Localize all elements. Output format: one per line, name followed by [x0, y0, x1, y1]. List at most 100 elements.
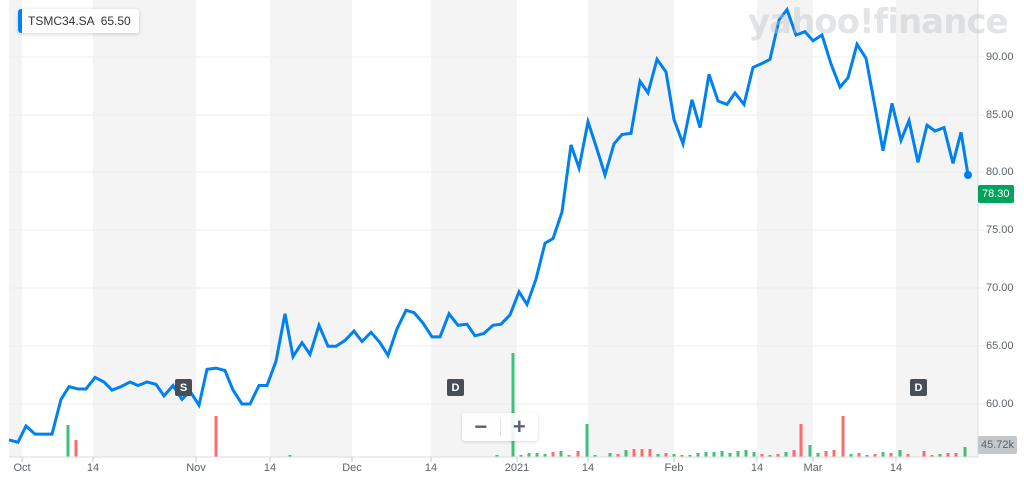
- volume-bar: [559, 451, 563, 457]
- volume-bar: [585, 424, 589, 457]
- week-band: [896, 0, 978, 457]
- yahoo-finance-watermark: yahoo!finance: [748, 2, 1009, 42]
- zoom-controls: − +: [462, 413, 538, 441]
- y-axis-label: 85.00: [986, 109, 1014, 121]
- volume-bar: [736, 451, 740, 457]
- volume-bar: [841, 416, 845, 457]
- volume-bars: [66, 353, 967, 457]
- x-axis-label: 14: [750, 462, 764, 474]
- volume-bar: [792, 450, 796, 457]
- volume-bar: [946, 453, 950, 457]
- volume-bar: [752, 452, 756, 457]
- volume-bar: [712, 452, 716, 457]
- x-axis-label: 14: [889, 462, 903, 474]
- volume-bar: [672, 454, 676, 457]
- volume-bar: [922, 451, 926, 457]
- volume-bar: [704, 452, 708, 457]
- split-marker[interactable]: S: [175, 379, 192, 396]
- legend-symbol-value: 65.50: [100, 14, 131, 28]
- volume-bar: [857, 453, 861, 457]
- volume-bar: [938, 454, 942, 457]
- volume-bar: [214, 416, 218, 457]
- volume-bar: [567, 455, 571, 457]
- volume-bar: [760, 454, 764, 457]
- volume-bar: [865, 455, 869, 457]
- zoom-out-button[interactable]: −: [474, 414, 488, 439]
- x-axis-label: 14: [86, 462, 100, 474]
- dividend-marker[interactable]: D: [447, 379, 464, 396]
- gridlines: [9, 56, 984, 405]
- volume-bar: [849, 454, 853, 457]
- volume-bar: [954, 453, 958, 457]
- volume-bar: [768, 455, 772, 457]
- volume-bar: [832, 450, 836, 457]
- volume-bar: [744, 450, 748, 457]
- volume-bar: [535, 453, 539, 457]
- volume-bar: [648, 449, 652, 457]
- week-band: [9, 0, 22, 457]
- volume-bar: [963, 447, 967, 457]
- price-line[interactable]: [8, 6, 970, 444]
- volume-bar: [824, 451, 828, 457]
- x-axis-label: Nov: [186, 462, 206, 474]
- volume-bar: [66, 425, 70, 457]
- volume-bar: [889, 453, 893, 457]
- y-axis-label: 70.00: [986, 282, 1014, 294]
- y-axis-label: 90.00: [986, 51, 1014, 63]
- volume-bar: [511, 353, 515, 457]
- week-band: [757, 0, 813, 457]
- y-axis-label: 80.00: [986, 166, 1014, 178]
- volume-bar: [543, 454, 547, 457]
- x-axis-label: 14: [424, 462, 438, 474]
- week-band: [588, 0, 674, 457]
- legend-symbol[interactable]: TSMC34.SA 65.50: [18, 9, 139, 33]
- dividend-marker[interactable]: D: [910, 379, 927, 396]
- volume-bar: [640, 449, 644, 457]
- week-band: [431, 0, 517, 457]
- current-volume-tag: 45.72k: [978, 436, 1018, 454]
- volume-bar: [608, 453, 612, 457]
- volume-bar: [616, 454, 620, 457]
- volume-bar: [784, 452, 788, 457]
- volume-bar: [688, 455, 692, 457]
- volume-bar: [624, 450, 628, 457]
- volume-bar: [680, 455, 684, 457]
- volume-bar: [808, 445, 812, 457]
- volume-bar: [527, 453, 531, 457]
- zoom-separator: [499, 418, 501, 436]
- volume-bar: [799, 424, 803, 457]
- volume-bar: [632, 449, 636, 457]
- volume-bar: [519, 455, 523, 457]
- x-axis-label: Mar: [803, 462, 823, 474]
- volume-bar: [906, 454, 910, 457]
- y-axis-label: 75.00: [986, 224, 1014, 236]
- zoom-in-button[interactable]: +: [512, 414, 526, 439]
- volume-bar: [696, 453, 700, 457]
- week-band: [270, 0, 352, 457]
- y-axis-label: 60.00: [986, 398, 1014, 410]
- volume-bar: [728, 453, 732, 457]
- x-axis-ticks: [21, 457, 897, 462]
- legend-symbol-name: TSMC34.SA: [28, 14, 95, 28]
- current-price-tag: 78.30: [978, 185, 1014, 203]
- volume-bar: [776, 454, 780, 457]
- volume-bar: [816, 453, 820, 457]
- volume-bar: [720, 451, 724, 457]
- volume-bar: [576, 451, 580, 457]
- volume-bar: [288, 455, 292, 457]
- volume-bar: [495, 455, 499, 457]
- x-axis-label: 14: [581, 462, 595, 474]
- volume-bar: [656, 454, 660, 457]
- volume-bar: [551, 452, 555, 457]
- x-axis-label: Feb: [664, 462, 684, 474]
- x-axis-label: Oct: [13, 462, 31, 474]
- volume-bar: [930, 455, 934, 457]
- legend-color-swatch: [18, 9, 22, 33]
- volume-bar: [898, 450, 902, 457]
- volume-bar: [664, 453, 668, 457]
- volume-bar: [74, 440, 78, 457]
- volume-bar: [881, 452, 885, 457]
- last-price-dot: [964, 171, 972, 179]
- x-axis-label: 14: [263, 462, 277, 474]
